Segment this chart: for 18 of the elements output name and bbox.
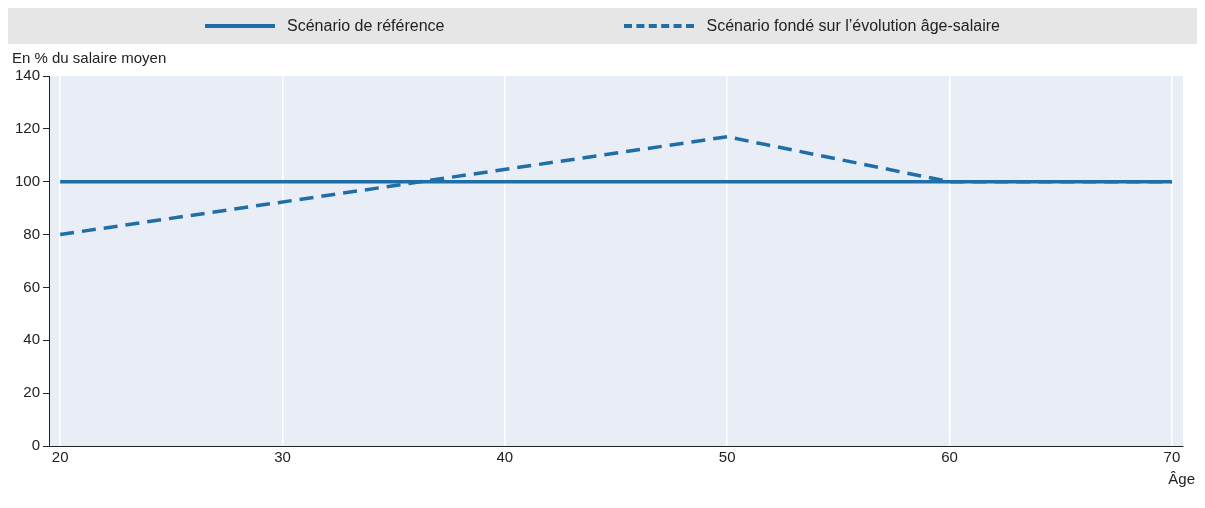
x-tick-label: 50 <box>718 448 736 466</box>
x-tick-label: 60 <box>941 448 958 466</box>
legend-label: Scénario fondé sur l’évolution âge-salaire <box>706 17 1000 35</box>
y-tick-label: 20 <box>23 383 41 401</box>
x-tick-label: 20 <box>51 448 69 466</box>
y-tick-label: 120 <box>15 119 41 136</box>
legend-label: Scénario de référence <box>287 17 445 35</box>
x-tick-label: 40 <box>496 448 514 466</box>
y-tick-label: 0 <box>31 436 41 454</box>
y-tick-label: 80 <box>23 224 41 242</box>
x-axis-title: Âge <box>1168 469 1195 487</box>
y-tick-label: 60 <box>23 277 41 295</box>
y-axis-title: En % du salaire moyen <box>12 48 167 66</box>
y-tick-label: 140 <box>15 66 41 84</box>
y-tick-label: 40 <box>23 330 41 348</box>
y-tick-label: 100 <box>15 171 41 189</box>
x-tick-label: 70 <box>1163 448 1181 466</box>
x-tick-label: 30 <box>274 448 291 466</box>
